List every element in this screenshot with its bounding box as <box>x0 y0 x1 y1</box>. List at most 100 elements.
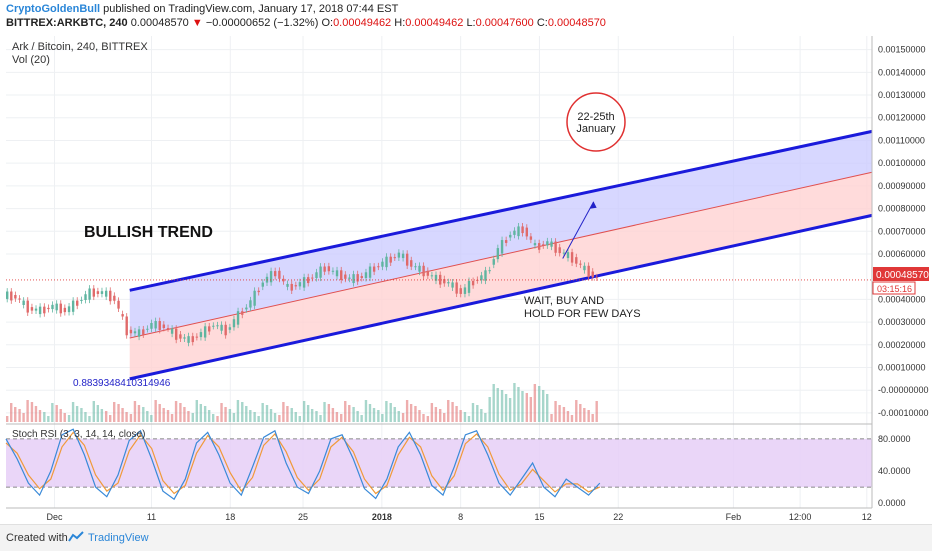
candle-body <box>476 279 479 281</box>
candle-body <box>253 290 256 306</box>
candle-body <box>47 307 50 310</box>
author-link[interactable]: CryptoGoldenBull <box>6 3 101 15</box>
volume-bar <box>71 402 75 422</box>
last-price: 0.00048570 <box>130 17 189 29</box>
price-chart[interactable]: 80.0000 40.0000 0.0000 0.00150000 0.0014000… <box>0 0 932 524</box>
price-tick-label: 0.00130000 <box>878 90 926 100</box>
volume-bar <box>84 412 87 422</box>
candle-body <box>282 278 285 282</box>
candle-body <box>199 332 203 338</box>
volume-bar <box>385 401 388 422</box>
candle-body <box>212 325 215 327</box>
volume-bar <box>521 391 524 422</box>
candle-body <box>372 266 376 272</box>
candle-body <box>459 288 462 294</box>
candle-body <box>121 314 124 317</box>
candle-body <box>513 230 516 235</box>
close-label: C: <box>536 17 548 29</box>
candle-body <box>228 327 232 330</box>
volume-bar <box>63 413 66 422</box>
candle-body <box>360 276 363 279</box>
trend-channel <box>129 129 873 381</box>
countdown-bg <box>872 281 916 295</box>
volume-bar <box>348 405 351 422</box>
time-tick-label: 2018 <box>372 512 392 522</box>
candle-body <box>537 243 541 250</box>
volume-bar <box>30 402 34 422</box>
volume-bar <box>92 401 95 422</box>
down-triangle-icon: ▼ <box>191 17 203 29</box>
volume-bar <box>426 416 430 422</box>
tradingview-logo-icon <box>68 531 84 542</box>
channel-lower-line <box>129 213 873 381</box>
candle-body <box>364 272 368 279</box>
volume-bar <box>211 414 215 422</box>
fib-value-label: 0.8839348410314946 <box>73 378 171 389</box>
volume-bar <box>137 405 141 422</box>
candle-body <box>327 266 331 272</box>
volume-bar <box>492 384 495 422</box>
candle-body <box>273 271 277 277</box>
volume-bar <box>463 412 467 422</box>
candle-body <box>311 277 314 279</box>
price-tag-bg <box>873 267 929 281</box>
candle-body <box>51 304 54 310</box>
rsi-band-fill <box>6 438 872 488</box>
candle-body <box>133 331 137 334</box>
volume-bar <box>166 410 170 422</box>
candle-body <box>261 282 264 287</box>
volume-bar <box>302 401 306 422</box>
axes: 0.00150000 0.00140000 0.00130000 0.00120000… <box>6 36 929 522</box>
volume-bar <box>269 409 273 422</box>
low-label: L: <box>466 17 476 29</box>
candle-body <box>170 328 174 334</box>
candle-body <box>447 282 450 284</box>
price-tick-label: 0.00150000 <box>878 45 926 55</box>
candle-body <box>533 243 537 246</box>
volume-bar <box>352 407 355 422</box>
channel-upper-line <box>129 129 873 292</box>
candle-body <box>183 337 186 339</box>
volume-bar <box>34 406 38 422</box>
volume-bar <box>397 411 400 422</box>
price-tick-label: 0.00080000 <box>878 204 926 214</box>
candle-body <box>488 270 491 272</box>
candle-body <box>191 336 194 343</box>
volume-bar <box>414 406 417 422</box>
price-tick-label: 0.00100000 <box>878 158 926 168</box>
volume-bar <box>455 406 458 422</box>
volume-bar <box>591 414 594 422</box>
volume-bar <box>75 406 79 422</box>
up-arrow-line <box>562 201 595 259</box>
pane-title: Ark / Bitcoin, 240, BITTREX <box>12 41 148 53</box>
circle-text-line2: January <box>576 123 616 135</box>
rsi-tick-label: 0.0000 <box>878 498 906 508</box>
candle-body <box>269 271 273 283</box>
volume-bar <box>356 411 359 422</box>
volume-bar <box>241 402 244 422</box>
volume-bar <box>236 400 240 422</box>
candle-body <box>418 265 421 272</box>
volume-bar <box>323 402 326 422</box>
volume-bar <box>199 404 203 422</box>
candle-body <box>154 321 157 329</box>
candle-body <box>542 244 545 246</box>
candle-body <box>88 288 91 300</box>
volume-bar <box>443 413 446 422</box>
candle-body <box>579 263 582 265</box>
close-value: 0.00048570 <box>547 17 606 29</box>
price-tick-label: -0.00000000 <box>878 385 929 395</box>
volume-bar <box>319 415 322 422</box>
candle-body <box>566 252 570 259</box>
volume-bar <box>579 404 582 422</box>
volume-bar <box>447 400 450 422</box>
tradingview-link[interactable]: TradingView <box>88 532 149 544</box>
price-tick-label: 0.00020000 <box>878 340 926 350</box>
time-tick-label: 15 <box>534 512 544 522</box>
candle-body <box>129 329 133 334</box>
candle-body <box>401 253 405 259</box>
candle-body <box>331 270 335 272</box>
volume-bar <box>496 388 499 422</box>
volume-bar <box>480 409 483 422</box>
volume-bar <box>162 408 165 422</box>
